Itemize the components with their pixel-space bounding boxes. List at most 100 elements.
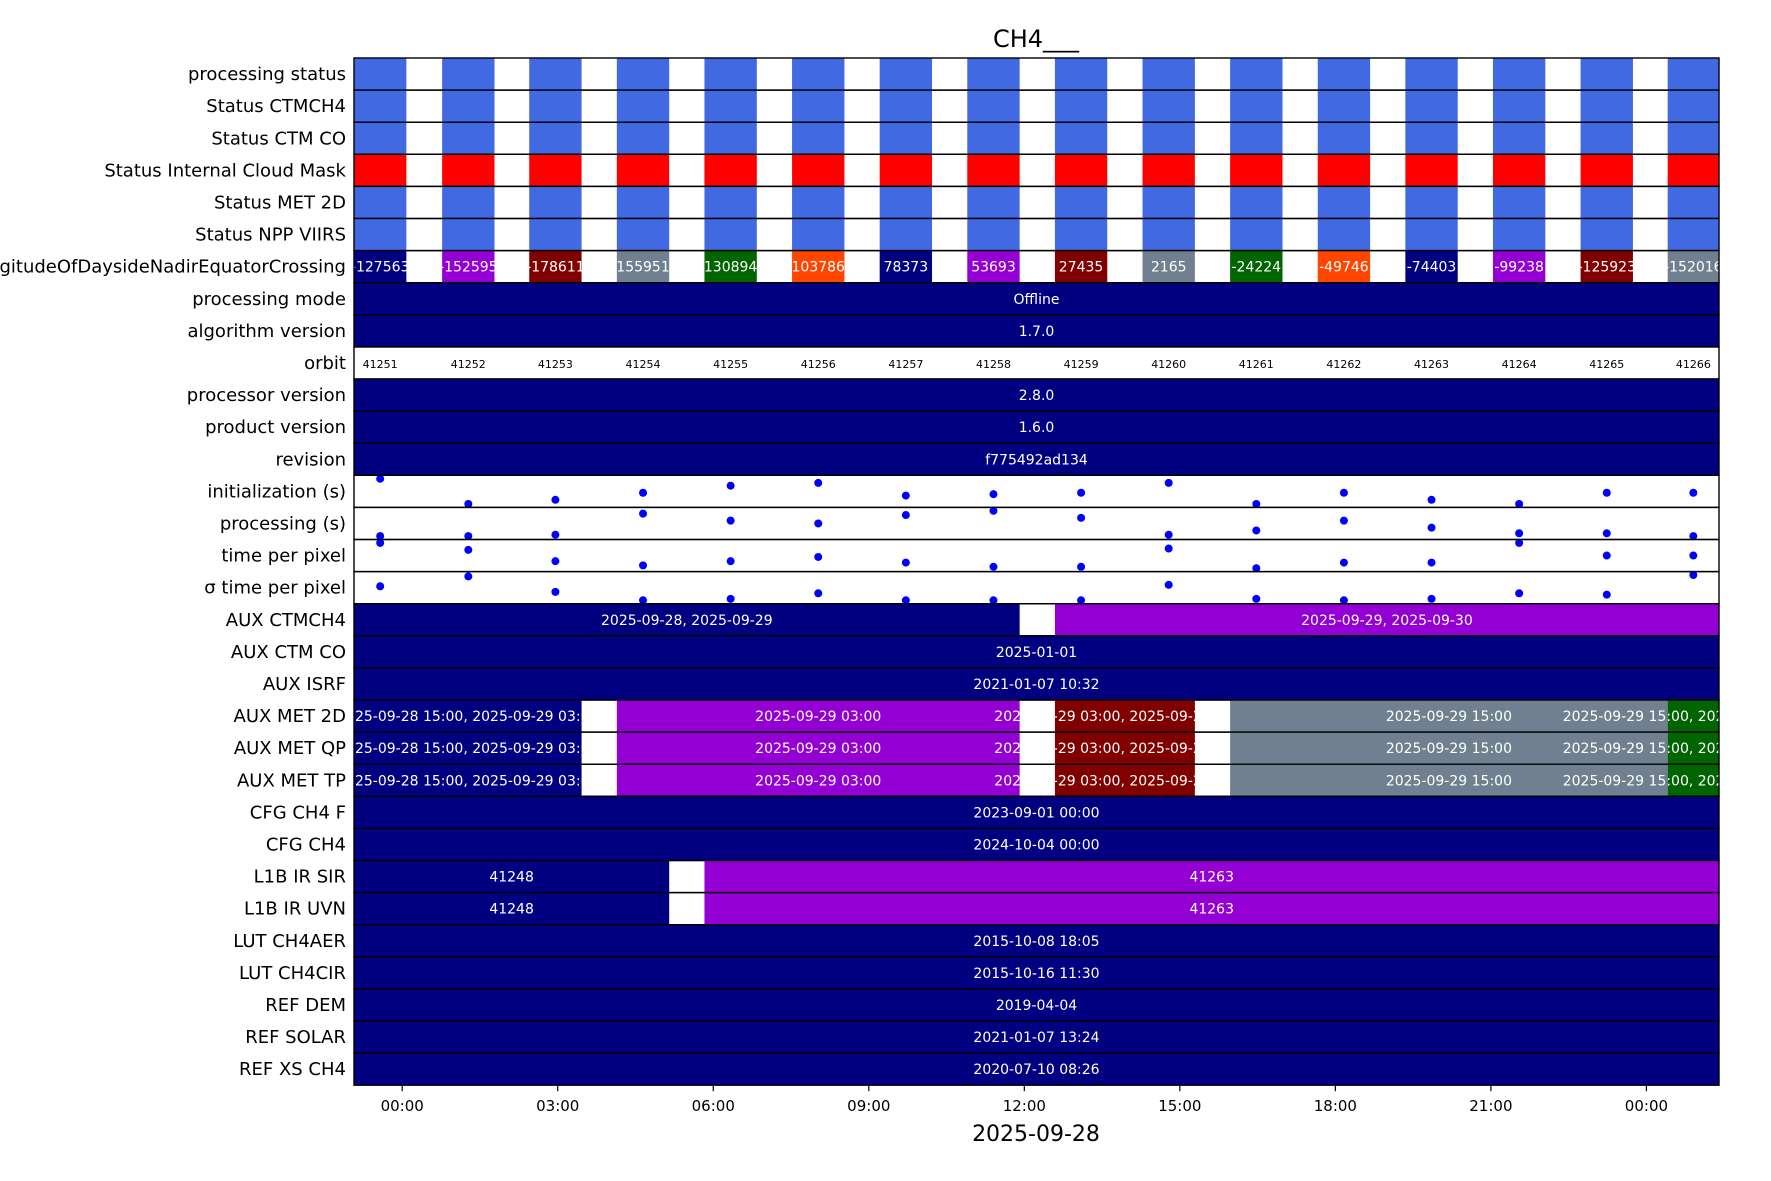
row-label: Status CTM CO — [211, 128, 346, 149]
segment-bar — [354, 892, 670, 925]
value-label: -152595 — [439, 260, 498, 276]
status-cell — [1230, 154, 1283, 187]
value-label: 155951 — [616, 260, 669, 276]
row-label: processor version — [187, 385, 346, 406]
segment-bar — [616, 700, 1020, 733]
status-cell — [1492, 154, 1546, 187]
row-17: 2025-09-28, 2025-09-29 2025-09-29, 2025-0… — [226, 603, 1720, 637]
scatter-point — [1689, 488, 1698, 497]
orbit-label: 41255 — [713, 358, 748, 371]
status-cell — [1580, 154, 1633, 187]
status-cell — [967, 186, 1020, 219]
row-28: 2015-10-16 11:30 LUT CH4CIR — [239, 956, 1720, 990]
row-label: CFG CH4 F — [250, 802, 346, 823]
status-cell — [529, 90, 582, 123]
status-cell — [616, 218, 670, 251]
scatter-point — [376, 538, 385, 547]
x-tick-label: 15:00 — [1158, 1097, 1201, 1115]
row-9: 41251 41252 41253 41254 41255 41256 41257 41258… — [304, 346, 1720, 380]
row-frame — [353, 570, 1720, 605]
status-cell — [1054, 58, 1108, 91]
scatter-point — [376, 474, 385, 483]
orbit-label: 41263 — [1414, 358, 1449, 371]
status-cell — [1405, 58, 1458, 91]
value-cell — [1142, 250, 1195, 283]
row-content — [354, 90, 1719, 123]
segment-bar — [354, 1021, 1719, 1054]
value-label: 2165 — [1151, 260, 1187, 276]
segment-label: 2025-09-28 15:00, 2025-09-29 03:00 — [337, 773, 598, 789]
row-label: LongitudeOfDaysideNadirEquatorCrossing — [0, 257, 346, 278]
orbit-label: 41265 — [1589, 358, 1624, 371]
scatter-point — [1689, 532, 1698, 541]
row-label: REF SOLAR — [245, 1027, 346, 1048]
scatter-point — [1427, 495, 1436, 504]
status-cell — [792, 122, 845, 155]
orbit-label: 41257 — [888, 358, 923, 371]
row-26: 41248 41263 L1B IR UVN — [244, 891, 1720, 926]
status-cell — [1580, 90, 1633, 123]
segment-bar — [1667, 764, 1719, 797]
row-10: 2.8.0 processor version — [187, 378, 1720, 412]
row-8: 1.7.0 algorithm version — [187, 314, 1720, 348]
row-6: -127563 -152595 -178611 155951 130894 103786 7… — [0, 249, 1720, 284]
status-cell — [1667, 154, 1719, 187]
status-cell — [354, 90, 407, 123]
value-label: -127563 — [351, 260, 410, 276]
scatter-point — [989, 506, 998, 515]
segment-label: 2025-09-29 15:00 — [1386, 773, 1512, 789]
status-cell — [967, 90, 1020, 123]
row-content — [354, 186, 1719, 219]
status-cell — [1317, 90, 1371, 123]
scatter-point — [1515, 529, 1524, 538]
row-27: 2015-10-08 18:05 LUT CH4AER — [233, 924, 1720, 958]
status-cell — [1142, 122, 1195, 155]
value-label: -99238 — [1494, 260, 1544, 276]
status-cell — [442, 186, 495, 219]
value-label: -178611 — [526, 260, 585, 276]
row-29: 2019-04-04 REF DEM — [265, 988, 1720, 1022]
status-cell — [704, 58, 757, 91]
scatter-point — [1689, 571, 1698, 580]
row-5: Status NPP VIIRS — [195, 217, 1720, 252]
scatter-point — [814, 552, 823, 561]
segment-label: 2023-09-01 00:00 — [973, 805, 1099, 821]
status-cell — [354, 58, 407, 91]
status-cell — [616, 58, 670, 91]
x-tick-label: 09:00 — [847, 1097, 890, 1115]
scatter-point — [726, 594, 735, 603]
scatter-point — [1252, 564, 1261, 573]
row-16: σ time per pixel — [204, 570, 1720, 605]
row-label: initialization (s) — [207, 481, 346, 502]
segment-label: 2021-01-07 10:32 — [973, 677, 1099, 693]
scatter-point — [1515, 538, 1524, 547]
status-cell — [879, 58, 933, 91]
status-cell — [1492, 218, 1546, 251]
status-cell — [529, 186, 582, 219]
orbit-label: 41252 — [451, 358, 486, 371]
scatter-point — [1252, 526, 1261, 535]
status-cell — [1142, 90, 1195, 123]
status-cell — [354, 122, 407, 155]
row-22: 2025-09-28 15:00, 2025-09-29 03:00 2025-0… — [237, 763, 1720, 798]
scatter-point — [1164, 580, 1173, 589]
scatter-point — [551, 587, 560, 596]
orbit-label: 41262 — [1326, 358, 1361, 371]
row-content: 2025-09-28 15:00, 2025-09-29 03:00 2025-0… — [354, 732, 1719, 765]
scatter-point — [1339, 516, 1348, 525]
row-content: -127563 -152595 -178611 155951 130894 103786 7… — [351, 250, 1719, 283]
row-25: 41248 41263 L1B IR SIR — [254, 859, 1720, 894]
status-cell — [1142, 154, 1195, 187]
segment-bar — [354, 314, 1719, 347]
orbit-label: 41254 — [626, 358, 661, 371]
value-cell — [1230, 250, 1283, 283]
scatter-point — [1339, 596, 1348, 605]
status-cell — [1667, 58, 1719, 91]
status-cell — [1054, 186, 1108, 219]
scatter-point — [901, 511, 910, 520]
scatter-point — [376, 532, 385, 541]
segment-label: 41263 — [1189, 870, 1234, 886]
segment-label: 2025-09-28 15:00, 2025-09-29 03:00 — [337, 709, 598, 725]
scatter-point — [814, 589, 823, 598]
